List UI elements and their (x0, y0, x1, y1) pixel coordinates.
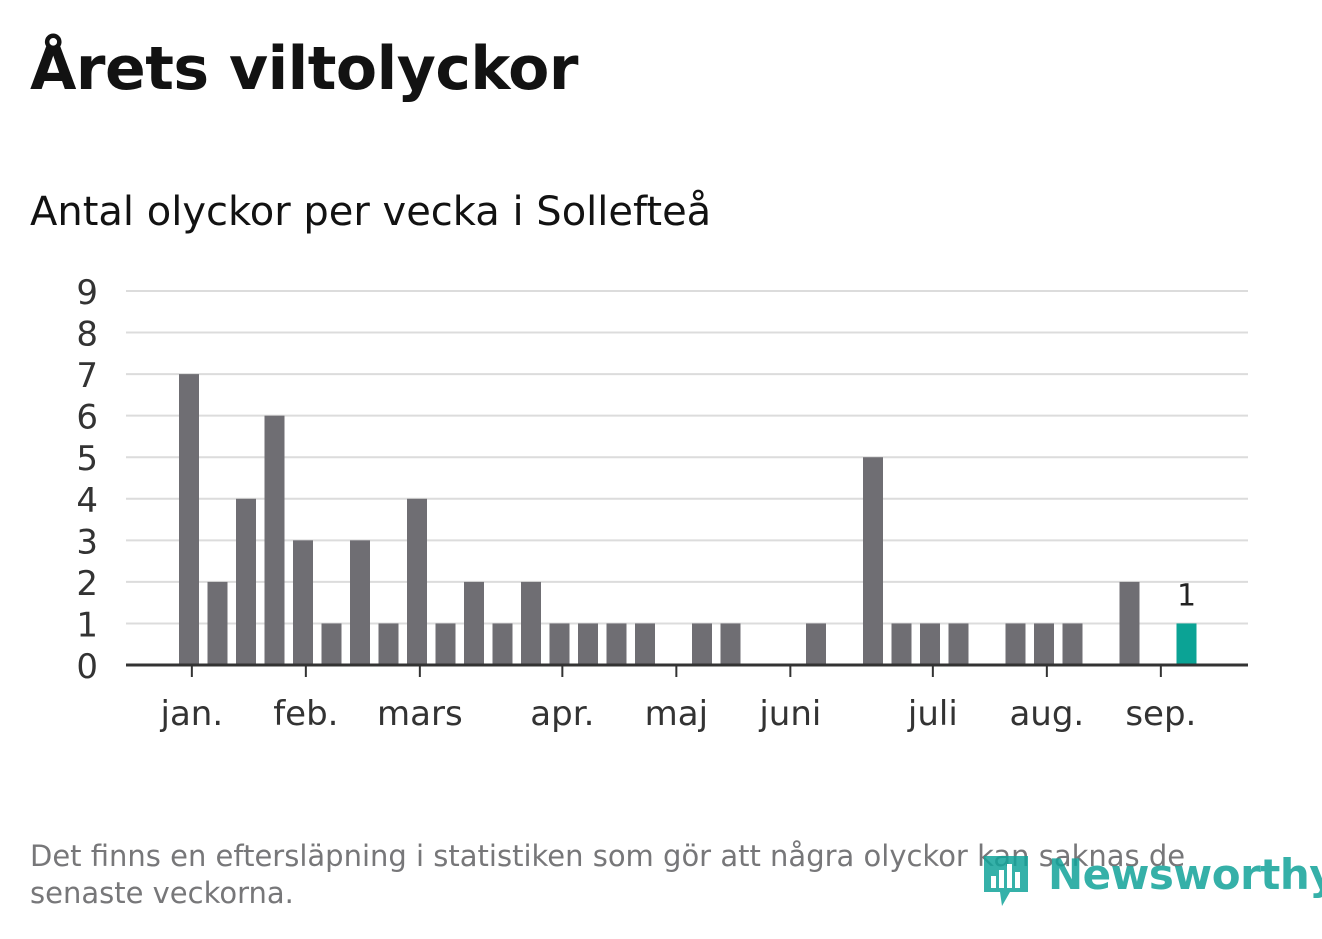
bar (1119, 581, 1140, 665)
bar (407, 498, 427, 665)
y-tick-label: 9 (76, 273, 98, 313)
highlighted-bar (1176, 623, 1197, 665)
bar (236, 498, 256, 665)
x-tick-label: maj (645, 694, 708, 734)
bar (720, 623, 741, 665)
bar (948, 623, 969, 665)
bar (806, 623, 826, 665)
bar (321, 623, 342, 665)
bar (378, 623, 399, 665)
chart-title: Årets viltolyckor (30, 34, 579, 104)
bar (606, 623, 627, 665)
bar (1005, 623, 1026, 665)
bar (492, 623, 513, 665)
y-tick-label: 4 (76, 481, 98, 521)
bar (891, 623, 912, 665)
bar (264, 415, 285, 665)
x-tick-label: juli (907, 694, 958, 734)
bar (435, 623, 456, 665)
bar (207, 581, 228, 665)
bars (179, 374, 1197, 665)
x-axis (126, 663, 1248, 677)
x-tick-label: jan. (160, 694, 224, 734)
annotations: 1 (1177, 578, 1196, 613)
y-tick-label: 5 (76, 439, 98, 479)
y-tick-label: 6 (76, 398, 98, 438)
logo-text: Newsworthy (1048, 850, 1322, 899)
y-tick-label: 3 (76, 522, 98, 562)
bar (1034, 623, 1054, 665)
x-tick-label: mars (377, 694, 463, 734)
y-tick-label: 2 (76, 564, 98, 604)
bar (635, 623, 655, 665)
newsworthy-logo: Newsworthy (980, 848, 1322, 910)
x-tick-label: juni (758, 694, 821, 734)
y-tick-label: 7 (76, 356, 98, 396)
bar (1062, 623, 1083, 665)
grid-lines (126, 290, 1248, 625)
bar (293, 540, 313, 665)
x-tick-label: aug. (1009, 694, 1084, 734)
bar (863, 457, 883, 665)
bar (521, 581, 541, 665)
x-tick-label: feb. (273, 694, 338, 734)
y-tick-label: 8 (76, 315, 98, 355)
bar (350, 540, 370, 665)
y-tick-label: 0 (76, 647, 98, 687)
bar-chart-speech-bubble-icon (984, 856, 1028, 906)
data-label: 1 (1177, 578, 1196, 613)
bar (464, 581, 484, 665)
x-tick-label: sep. (1125, 694, 1196, 734)
chart-subtitle: Antal olyckor per vecka i Sollefteå (30, 189, 712, 235)
x-axis-labels: jan. feb. mars apr. maj juni juli aug. sep. (160, 694, 1197, 734)
bar (692, 623, 712, 665)
y-tick-label: 1 (76, 605, 98, 645)
bar (920, 623, 940, 665)
bar (549, 623, 570, 665)
bar (179, 374, 199, 665)
bar (578, 623, 598, 665)
x-tick-label: apr. (530, 694, 594, 734)
